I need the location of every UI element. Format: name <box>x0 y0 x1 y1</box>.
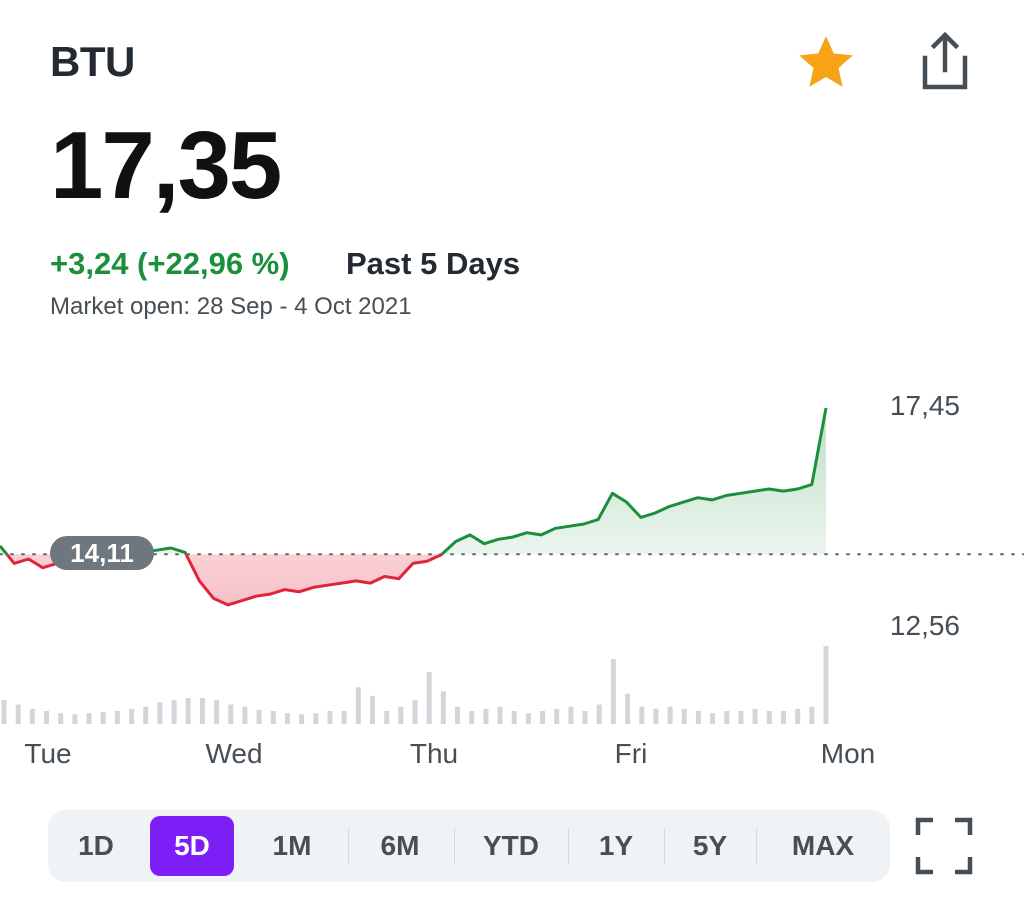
volume-bar <box>15 704 21 724</box>
volume-bar <box>440 691 446 724</box>
volume-bar <box>214 700 220 724</box>
range-option-1d[interactable]: 1D <box>78 830 114 861</box>
range-option-1m[interactable]: 1M <box>272 830 312 861</box>
current-price: 17,35 <box>50 112 282 219</box>
range-separator <box>348 828 349 864</box>
volume-bar <box>242 706 248 724</box>
volume-bar <box>752 708 758 724</box>
volume-bar <box>554 708 560 724</box>
volume-bar <box>738 711 744 724</box>
volume-bar <box>710 713 716 724</box>
x-label-wed: Wed <box>205 738 262 769</box>
range-option-6m[interactable]: 6M <box>380 830 420 861</box>
range-option-1y[interactable]: 1Y <box>598 830 634 861</box>
range-separator <box>568 828 569 864</box>
volume-bar <box>596 704 602 724</box>
price-chart: 14,11 17,45 12,56 Tue Wed Thu Fri Mon <box>0 390 1024 769</box>
range-label: Past 5 Days <box>346 246 521 281</box>
volume-bar <box>143 706 149 724</box>
volume-bar <box>781 711 786 724</box>
volume-bar <box>58 713 64 724</box>
range-separator <box>664 828 665 864</box>
volume-bar <box>284 713 290 724</box>
reference-label: 14,11 <box>70 538 134 568</box>
volume-bar <box>341 711 347 724</box>
volume-bar <box>114 711 120 724</box>
volume-bar <box>398 706 404 724</box>
volume-bar <box>795 708 801 724</box>
volume-bar <box>568 706 574 724</box>
y-tick-label-high: 17,45 <box>890 390 960 421</box>
volume-bars <box>1 646 829 725</box>
volume-bar <box>724 711 730 724</box>
price-change: +3,24 (+22,96 %) <box>50 246 290 281</box>
star-icon[interactable] <box>795 32 857 94</box>
volume-bar <box>384 711 390 724</box>
range-option-5y[interactable]: 5Y <box>692 830 728 861</box>
volume-bar <box>497 706 503 724</box>
volume-bar <box>681 708 687 724</box>
x-label-fri: Fri <box>615 738 648 769</box>
fullscreen-icon[interactable] <box>915 817 973 875</box>
volume-bar <box>639 706 645 724</box>
volume-bar <box>86 713 92 724</box>
volume-bar <box>185 698 191 724</box>
volume-bar <box>483 708 489 724</box>
volume-bar <box>809 706 815 724</box>
range-selector: 1D 5D 1M 6M YTD 1Y 5Y MAX <box>48 810 890 882</box>
share-icon[interactable] <box>915 30 975 94</box>
volume-bar <box>610 659 616 724</box>
volume-bar <box>44 711 49 724</box>
volume-bar <box>511 711 517 724</box>
volume-bar <box>129 708 135 724</box>
volume-bar <box>327 711 333 724</box>
volume-bar <box>313 713 319 724</box>
range-separator <box>756 828 757 864</box>
volume-bar <box>228 704 234 724</box>
volume-bar <box>653 708 659 724</box>
volume-bar <box>299 714 305 725</box>
price-line-down <box>4 554 445 607</box>
volume-bar <box>29 708 35 724</box>
market-status: Market open: 28 Sep - 4 Oct 2021 <box>50 293 412 320</box>
range-option-5d[interactable]: 5D <box>150 816 234 876</box>
reference-badge: 14,11 <box>50 536 154 570</box>
volume-bar <box>72 714 78 725</box>
ticker-symbol: BTU <box>50 38 135 85</box>
volume-bar <box>625 693 631 724</box>
x-label-thu: Thu <box>410 738 458 769</box>
volume-bar <box>171 700 177 724</box>
volume-bar <box>256 709 262 724</box>
range-option-max[interactable]: MAX <box>791 830 855 861</box>
volume-bar <box>469 711 475 724</box>
volume-bar <box>823 646 829 724</box>
area-fill-up <box>0 408 826 555</box>
volume-bar <box>525 713 531 724</box>
volume-bar <box>355 687 361 724</box>
volume-bar <box>426 672 432 724</box>
x-label-mon: Mon <box>821 738 875 769</box>
volume-bar <box>1 700 7 724</box>
volume-bar <box>157 702 163 724</box>
volume-bar <box>412 700 418 724</box>
volume-bar <box>199 698 205 724</box>
y-tick-label-low: 12,56 <box>890 610 960 641</box>
volume-bar <box>100 712 106 724</box>
area-fill-down <box>0 554 826 605</box>
volume-bar <box>270 711 276 724</box>
volume-bar <box>540 711 546 724</box>
range-separator <box>454 828 455 864</box>
volume-bar <box>455 706 460 724</box>
volume-bar <box>667 706 673 724</box>
range-option-ytd[interactable]: YTD <box>483 830 539 861</box>
volume-bar <box>582 711 588 724</box>
x-label-tue: Tue <box>24 738 71 769</box>
volume-bar <box>766 711 772 724</box>
volume-bar <box>370 695 375 724</box>
volume-bar <box>695 711 701 724</box>
